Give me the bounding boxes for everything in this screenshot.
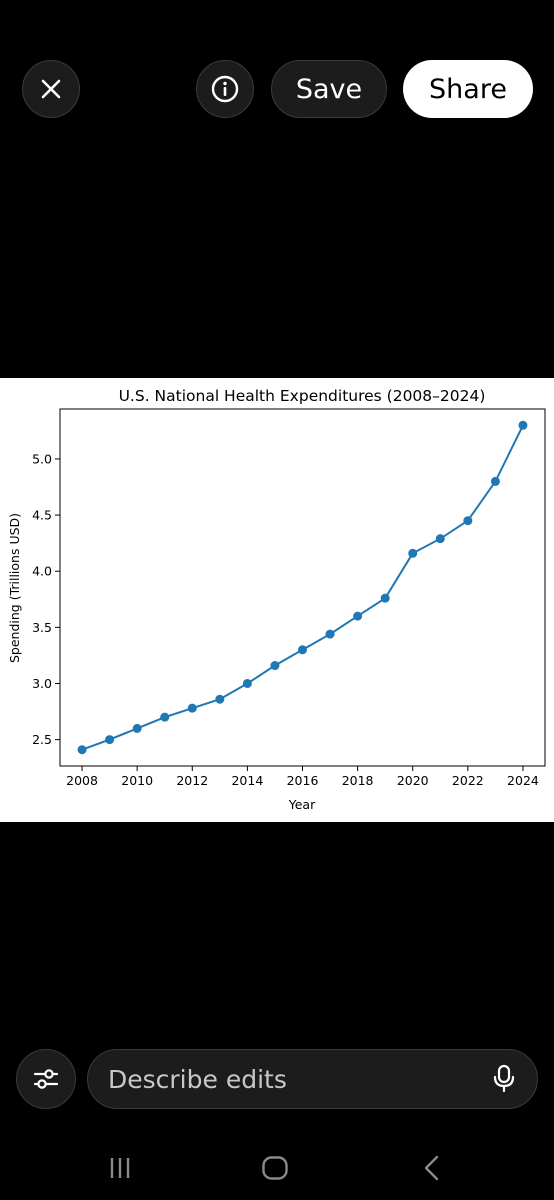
sliders-icon [33,1069,59,1089]
x-tick-label: 2008 [66,773,98,788]
series-line [81,424,524,751]
recent-apps-button[interactable] [102,1150,138,1186]
data-point [380,593,390,603]
home-button[interactable] [258,1150,292,1186]
back-icon [424,1155,439,1181]
line-chart: U.S. National Health Expenditures (2008–… [7,387,546,812]
data-point [270,661,280,671]
data-point [77,745,87,755]
home-icon [262,1156,288,1180]
x-ticks: 2008 2010 2012 2014 2016 2018 2020 2022 2024 [66,766,539,788]
back-button[interactable] [416,1150,446,1186]
y-tick-label: 3.0 [32,676,52,691]
edit-settings-button[interactable] [16,1049,76,1109]
series-layer [77,420,528,755]
data-point [132,723,142,733]
data-point [215,694,225,704]
data-point [518,420,528,430]
x-tick-label: 2018 [342,773,374,788]
chart-title: U.S. National Health Expenditures (2008–… [119,387,486,405]
describe-edits-bar[interactable] [87,1049,538,1109]
data-point [463,516,473,526]
data-point [435,534,445,544]
y-tick-label: 4.0 [32,564,52,579]
data-point [408,548,418,558]
x-axis-label: Year [288,797,316,812]
x-tick-label: 2022 [452,773,484,788]
close-button[interactable] [22,60,80,118]
y-tick-label: 4.5 [32,508,52,523]
data-point [298,645,307,655]
data-point [187,703,197,713]
x-tick-label: 2016 [287,773,319,788]
x-tick-label: 2010 [121,773,153,788]
y-axis-label: Spending (Trillions USD) [7,513,22,663]
data-point [242,678,252,688]
microphone-icon[interactable] [491,1064,517,1094]
describe-edits-input[interactable] [108,1064,491,1094]
data-point [325,629,335,639]
data-point [160,712,170,722]
plot-area [59,408,546,767]
info-icon [211,75,239,103]
save-button[interactable]: Save [271,60,387,118]
data-point [353,611,363,621]
x-tick-label: 2024 [507,773,539,788]
share-button[interactable]: Share [403,60,533,118]
x-tick-label: 2012 [176,773,208,788]
y-tick-label: 3.5 [32,620,52,635]
x-tick-label: 2020 [397,773,429,788]
data-point [490,476,500,486]
close-icon [41,79,61,99]
info-button[interactable] [196,60,254,118]
recent-apps-icon [110,1158,130,1178]
data-point [105,735,115,745]
y-tick-label: 2.5 [32,732,52,747]
y-tick-label: 5.0 [32,451,52,466]
y-ticks: 2.5 3.0 3.5 4.0 4.5 5.0 [32,451,60,747]
x-tick-label: 2014 [231,773,263,788]
chart-image: U.S. National Health Expenditures (2008–… [0,378,554,822]
